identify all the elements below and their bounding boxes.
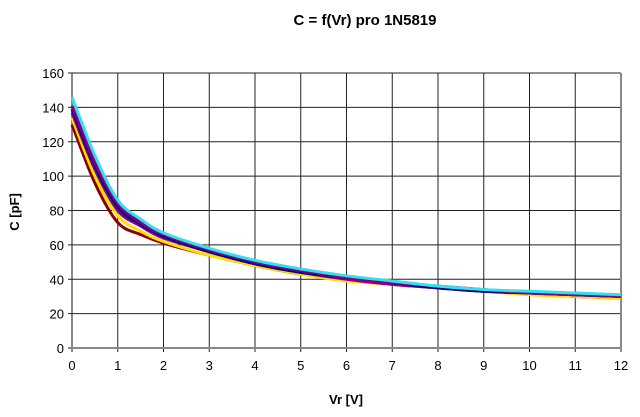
y-tick-label: 100 bbox=[42, 169, 64, 184]
y-tick-label: 20 bbox=[50, 307, 64, 322]
x-tick-label: 6 bbox=[343, 358, 350, 373]
y-tick-label: 160 bbox=[42, 66, 64, 81]
x-tick-label: 11 bbox=[569, 358, 583, 373]
x-tick-label: 12 bbox=[614, 358, 628, 373]
x-tick-label: 5 bbox=[297, 358, 304, 373]
x-tick-label: 3 bbox=[206, 358, 213, 373]
series-group bbox=[70, 96, 622, 300]
y-tick-label: 60 bbox=[50, 238, 64, 253]
x-tick-label: 1 bbox=[114, 358, 121, 373]
x-tick-label: 0 bbox=[68, 358, 75, 373]
grid bbox=[68, 72, 622, 352]
x-tick-label: 2 bbox=[160, 358, 167, 373]
x-tick-label: 4 bbox=[251, 358, 258, 373]
series-line-5 bbox=[70, 96, 622, 297]
x-tick-label: 10 bbox=[522, 358, 536, 373]
y-tick-label: 80 bbox=[50, 204, 64, 219]
x-axis-label: Vr [V] bbox=[329, 392, 363, 407]
y-tick-label: 120 bbox=[42, 135, 64, 150]
x-tick-label: 7 bbox=[389, 358, 396, 373]
x-tick-label: 9 bbox=[480, 358, 487, 373]
y-tick-label: 140 bbox=[42, 100, 64, 115]
y-axis-label: C [pF] bbox=[7, 193, 22, 231]
y-tick-label: 40 bbox=[50, 272, 64, 287]
x-tick-label: 8 bbox=[434, 358, 441, 373]
y-tick-label: 0 bbox=[57, 341, 64, 356]
chart-title: C = f(Vr) pro 1N5819 bbox=[294, 12, 437, 29]
